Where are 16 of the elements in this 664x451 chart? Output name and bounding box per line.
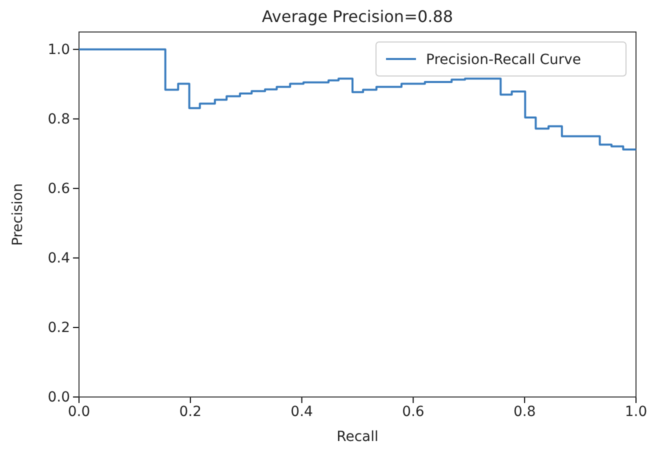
x-tick-label: 0.8 — [513, 404, 536, 420]
x-tick-label: 0.6 — [402, 404, 424, 420]
y-tick-label: 0.8 — [48, 111, 70, 128]
x-axis-title: Recall — [336, 429, 378, 445]
x-tick-label: 0.2 — [179, 404, 202, 420]
y-tick-label: 0.4 — [48, 250, 70, 266]
x-tick-label: 0.0 — [68, 404, 90, 420]
y-tick-label: 0.2 — [48, 320, 70, 336]
x-tick-label: 1.0 — [624, 404, 648, 420]
y-tick-label: 1.0 — [48, 42, 70, 58]
y-tick-label: 0.0 — [48, 389, 70, 406]
legend-label: Precision-Recall Curve — [426, 52, 582, 68]
y-axis-title: Precision — [10, 183, 26, 246]
y-tick-label: 0.6 — [48, 180, 70, 197]
chart-title: Average Precision=0.88 — [262, 7, 454, 26]
x-tick-label: 0.4 — [290, 404, 314, 420]
